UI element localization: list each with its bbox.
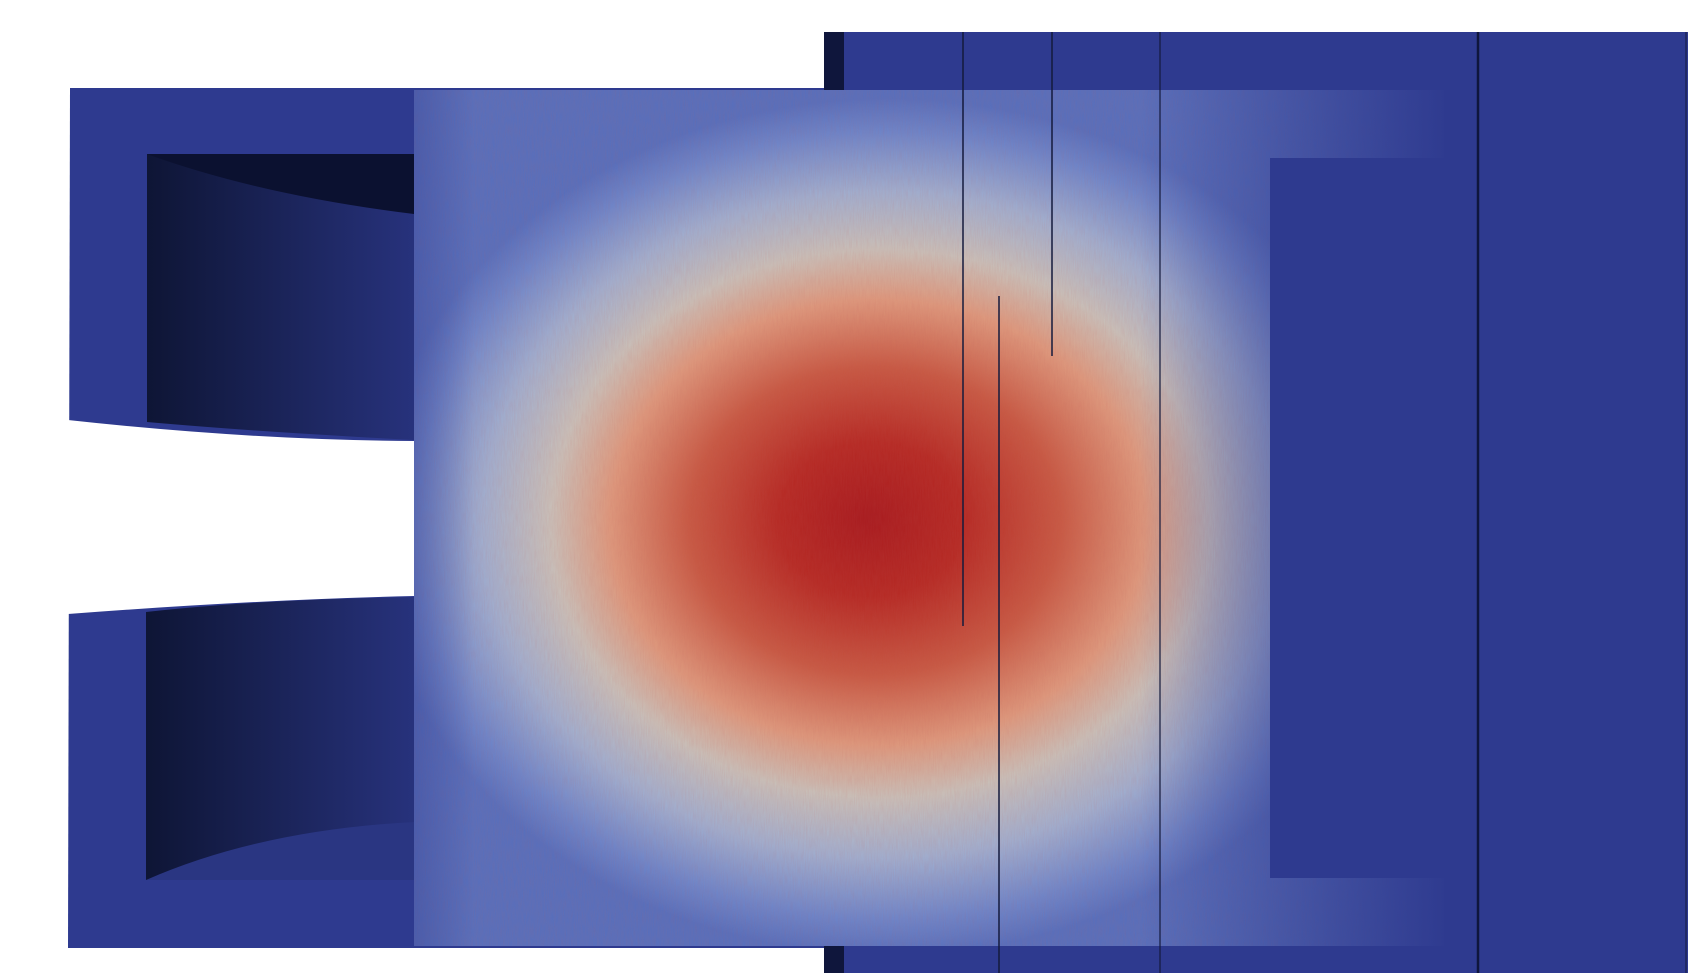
left-white-margin [0,0,68,973]
right-outer-column [1478,32,1688,973]
right-inner-panel [1270,158,1480,878]
right-top-strip [824,32,1688,90]
right-bottom-strip [824,946,1688,973]
lower-slot [146,597,414,880]
upper-slot-curve [147,154,414,214]
right-bottom-shadow [824,946,844,973]
top-white-margin [0,0,824,88]
lower-slot-lip [146,822,414,880]
center-gap [68,420,414,614]
upper-slot [147,154,414,440]
right-top-shadow [824,32,844,90]
right-top-whitespace [824,0,1688,32]
heat-fade-left [414,90,474,946]
bottom-white-margin [0,948,824,973]
